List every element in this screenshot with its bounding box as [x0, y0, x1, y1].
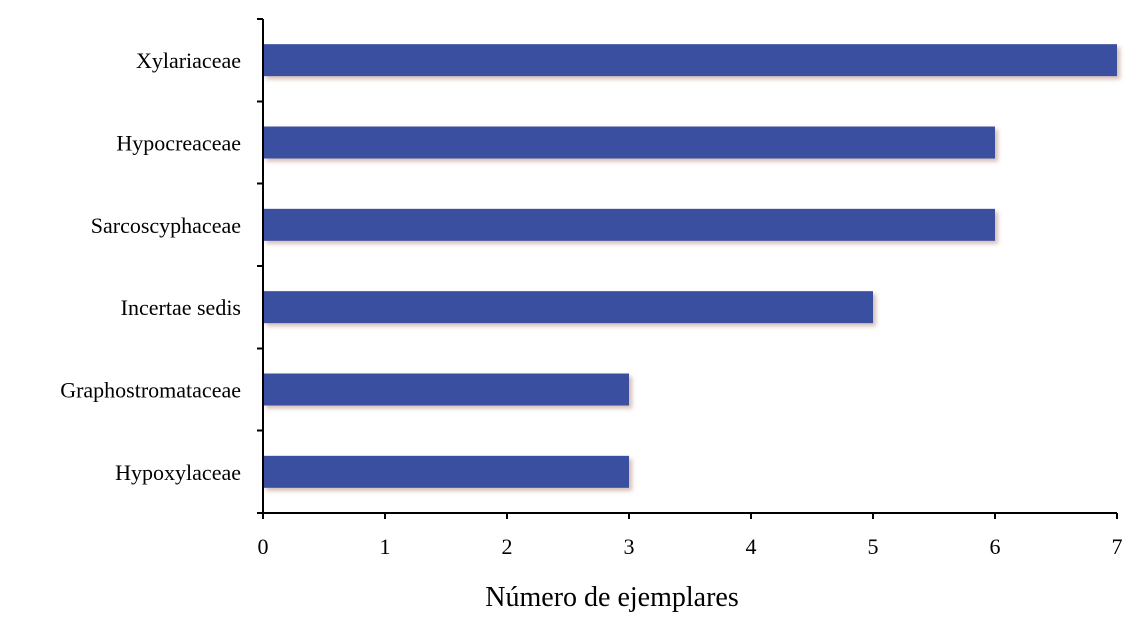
x-tick-label: 2: [502, 534, 513, 559]
category-label: Sarcoscyphaceae: [91, 213, 241, 238]
bar-graphostromataceae: [263, 373, 629, 406]
category-label: Hypoxylaceae: [115, 460, 241, 485]
x-tick-label: 3: [624, 534, 635, 559]
x-tick-label: 0: [258, 534, 269, 559]
category-label: Xylariaceae: [136, 48, 241, 73]
bars-group: [263, 44, 1117, 488]
x-tick-label: 1: [380, 534, 391, 559]
bar-incertae-sedis: [263, 291, 873, 324]
category-label: Hypocreaceae: [116, 131, 241, 156]
y-axis: Xylariaceae Hypocreaceae Sarcoscyphaceae In…: [60, 18, 264, 514]
bar-hypocreaceae: [263, 126, 995, 159]
x-axis-title: Número de ejemplares: [485, 582, 738, 613]
bar-xylariaceae: [263, 44, 1117, 77]
bar-hypoxylaceae: [263, 455, 629, 488]
x-tick-label: 4: [746, 534, 757, 559]
category-label: Graphostromataceae: [60, 378, 241, 403]
category-label: Incertae sedis: [121, 295, 241, 320]
x-axis: 0 1 2 3 4 5 6 7: [258, 512, 1123, 559]
x-tick-label: 5: [868, 534, 879, 559]
x-tick-label: 6: [990, 534, 1001, 559]
bar-sarcoscyphaceae: [263, 208, 995, 241]
x-tick-label: 7: [1112, 534, 1123, 559]
